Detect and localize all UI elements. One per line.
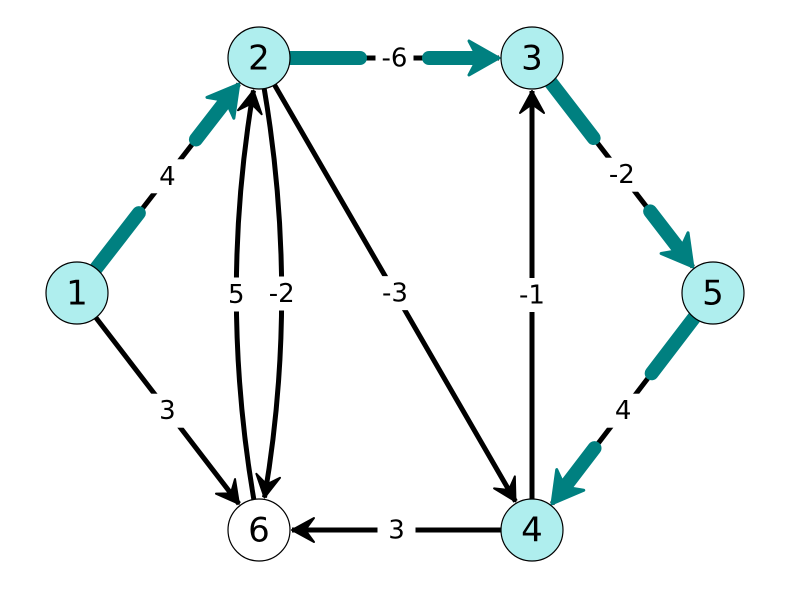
edge-arrowhead (467, 39, 501, 77)
edge-weight-label: -3 (382, 279, 408, 309)
edge-label-bg (148, 393, 187, 428)
edge-arrowhead (291, 517, 315, 543)
edge-weight-label: -1 (519, 281, 545, 311)
node-circle (227, 498, 291, 562)
edge-label-bg (602, 157, 641, 192)
edge-label-bg (262, 276, 301, 311)
edge-2-6: -2 (255, 88, 301, 499)
node-5: 5 (681, 261, 745, 325)
edge-highlight-start (543, 75, 601, 146)
node-label: 3 (521, 39, 543, 79)
edge-6-2: 5 (217, 89, 263, 500)
edge-highlight-start (88, 206, 146, 276)
edge-label-bg (375, 276, 414, 311)
edge-arrowhead (519, 90, 545, 114)
edges-layer: 4 3 -6 -2 5 -3 -2 -1 4 3 (88, 39, 702, 547)
edge-highlight-end (553, 441, 602, 500)
node-3: 3 (500, 26, 564, 90)
edge-label-bg (513, 278, 551, 312)
edge-highlight-end (643, 204, 692, 263)
node-circle (500, 498, 564, 562)
node-circle (227, 26, 291, 90)
edge-arrowhead (255, 472, 282, 499)
edge-label-bg (217, 277, 256, 312)
edge-1-6: 3 (93, 316, 241, 506)
node-circle (681, 261, 745, 325)
node-label: 2 (248, 39, 270, 79)
edge-label-bg (377, 513, 416, 547)
edge-weight-label: 4 (615, 396, 632, 426)
edge-highlight-end (188, 88, 238, 147)
node-1: 1 (45, 261, 109, 325)
edge-arrowhead (236, 89, 263, 116)
edge-arrowhead (205, 82, 241, 120)
nodes-layer: 1 2 3 4 5 6 (45, 26, 745, 562)
edge-weight-label: -6 (382, 44, 408, 74)
node-2: 2 (227, 26, 291, 90)
edge-arrowhead (550, 468, 586, 506)
edge-2-4: -3 (272, 83, 518, 503)
edge-weight-label: 3 (159, 396, 176, 426)
edge-1-2: 4 (88, 82, 241, 276)
node-circle (500, 26, 564, 90)
node-4: 4 (500, 498, 564, 562)
edge-4-6: 3 (291, 513, 501, 547)
edge-weight-label: 5 (228, 280, 245, 310)
edge-5-4: 4 (550, 310, 702, 506)
edge-2-3: -6 (283, 39, 501, 77)
edge-label-bg (604, 393, 643, 428)
edge-4-3: -1 (513, 90, 551, 499)
edge-highlight-start (644, 310, 702, 381)
edge-arrowhead (659, 231, 695, 269)
edge-weight-label: 4 (159, 162, 176, 192)
node-label: 4 (521, 511, 543, 551)
edge-label-bg (375, 41, 414, 75)
node-6: 6 (227, 498, 291, 562)
node-label: 5 (702, 274, 724, 314)
edge-label-bg (148, 159, 187, 194)
node-circle (45, 261, 109, 325)
edge-arrowhead (214, 478, 240, 505)
edge-weight-label: -2 (269, 279, 295, 309)
edge-weight-label: -2 (609, 160, 635, 190)
edge-arrowhead (493, 475, 517, 503)
node-label: 6 (248, 511, 270, 551)
edge-weight-label: 3 (388, 516, 405, 546)
edge-3-5: -2 (543, 75, 695, 269)
node-label: 1 (66, 274, 88, 314)
